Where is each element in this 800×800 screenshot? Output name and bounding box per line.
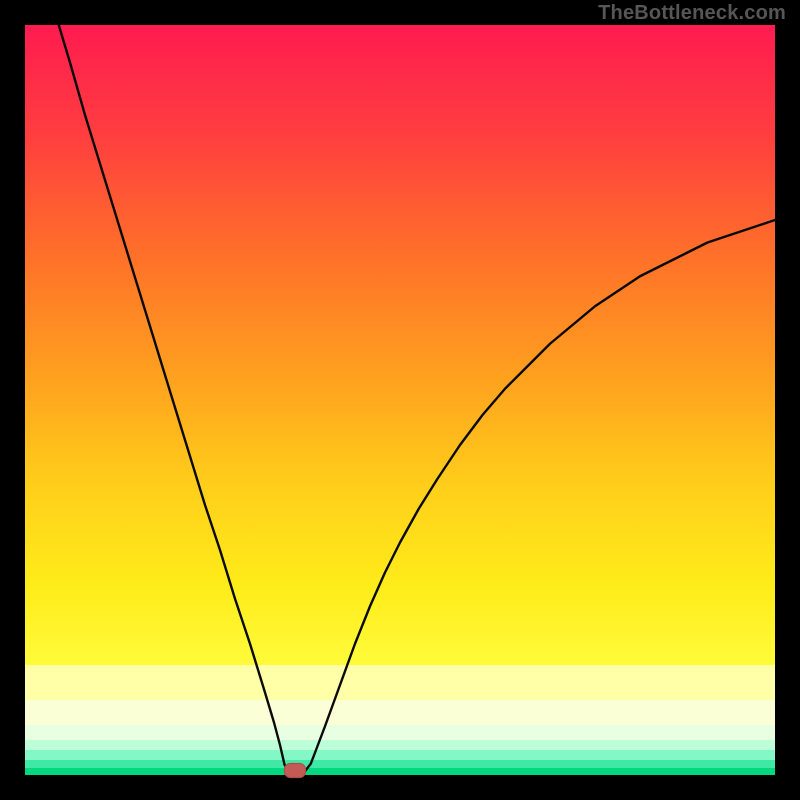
status-band: [25, 750, 775, 760]
status-band: [25, 760, 775, 768]
status-band: [25, 768, 775, 775]
chart-container: TheBottleneck.com: [0, 0, 800, 800]
status-band: [25, 700, 775, 725]
status-band: [25, 725, 775, 740]
watermark-text: TheBottleneck.com: [598, 2, 786, 25]
optimal-marker: [285, 764, 306, 778]
bottleneck-chart: [0, 0, 800, 800]
status-band: [25, 665, 775, 700]
plot-background: [25, 25, 775, 775]
status-band: [25, 740, 775, 750]
